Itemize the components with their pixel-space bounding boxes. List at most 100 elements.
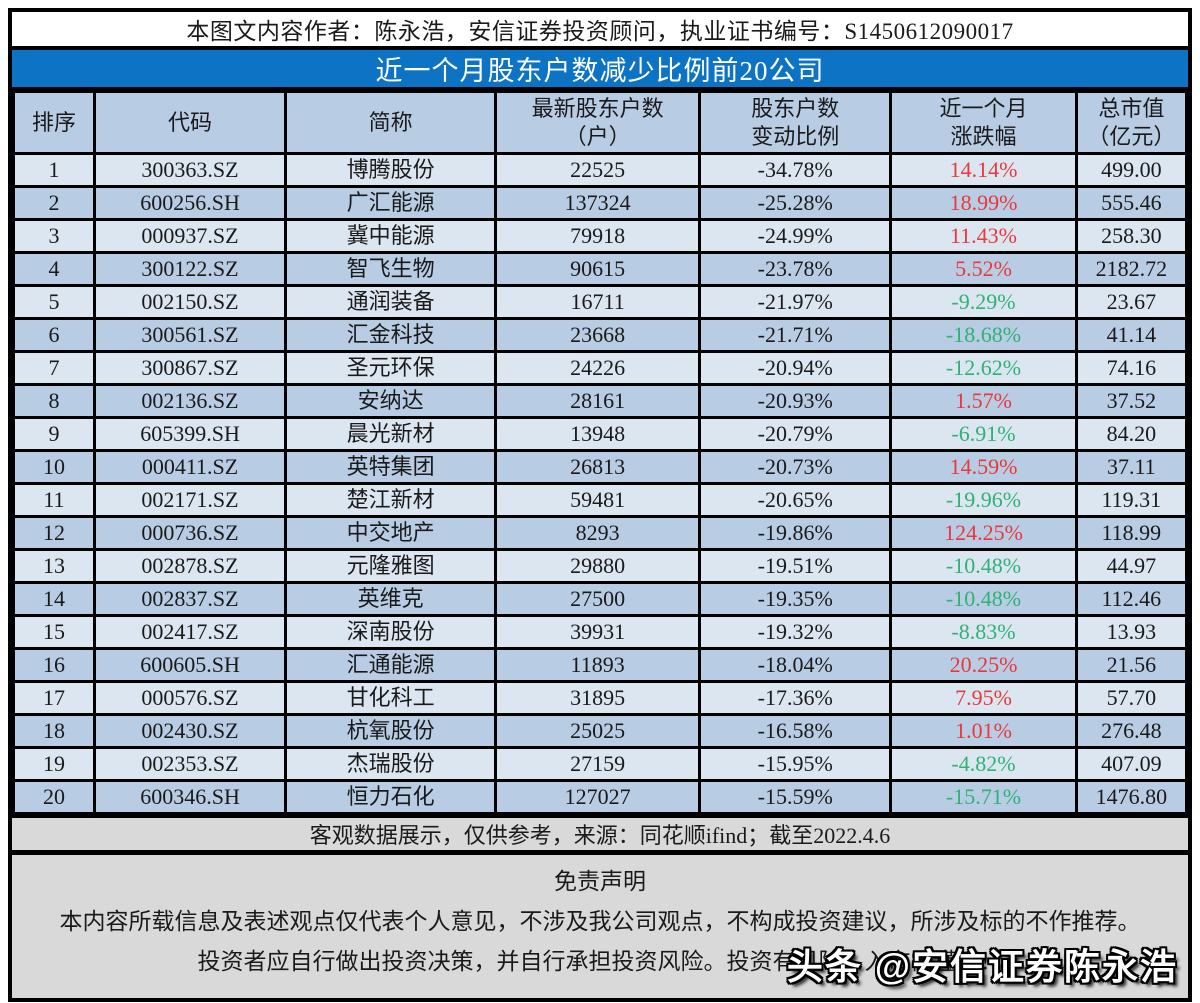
name-cell: 汇金科技 [284,317,498,353]
change-ratio-cell: -18.04% [698,647,893,683]
change-ratio-cell: -20.73% [698,449,893,485]
holders-cell: 16711 [494,284,702,320]
name-cell: 深南股份 [284,614,498,650]
table-row: 7 300867.SZ 圣元环保 24226 -20.94% -12.62% 74.16 [12,350,1189,386]
monthly-change-cell: 14.14% [889,152,1078,188]
table-row: 17 000576.SZ 甘化科工 31895 -17.36% 7.95% 57.70 [12,680,1189,716]
monthly-change-cell: 18.99% [889,185,1078,221]
market-cap-cell: 37.52 [1074,383,1189,419]
table-row: 4 300122.SZ 智飞生物 90615 -23.78% 5.52% 2182.72 [12,251,1189,287]
name-cell: 杭氧股份 [284,713,498,749]
rank-cell: 5 [12,284,96,320]
market-cap-cell: 407.09 [1074,746,1189,782]
title-bar: 近一个月股东户数减少比例前20公司 [12,46,1188,90]
name-cell: 元隆雅图 [284,548,498,584]
change-ratio-cell: -20.94% [698,350,893,386]
market-cap-cell: 1476.80 [1074,779,1189,815]
name-cell: 英特集团 [284,449,498,485]
holders-cell: 8293 [494,515,702,551]
shareholder-decrease-table: 排序 代码 简称 最新股东户数 （户） 股东户数 变动比例 近一个月 涨跌幅 总… [12,90,1189,815]
code-cell: 002150.SZ [92,284,288,320]
monthly-change-cell: -12.62% [889,350,1078,386]
author-line: 本图文内容作者：陈永浩，安信证券投资顾问，执业证书编号：S14506120900… [186,19,1014,44]
table-row: 3 000937.SZ 冀中能源 79918 -24.99% 11.43% 258.30 [12,218,1189,254]
holders-cell: 137324 [494,185,702,221]
code-cell: 002878.SZ [92,548,288,584]
holders-cell: 28161 [494,383,702,419]
change-ratio-cell: -17.36% [698,680,893,716]
name-cell: 博腾股份 [284,152,498,188]
holders-cell: 27500 [494,581,702,617]
market-cap-cell: 112.46 [1074,581,1189,617]
name-cell: 广汇能源 [284,185,498,221]
holders-cell: 26813 [494,449,702,485]
change-ratio-cell: -19.35% [698,581,893,617]
change-ratio-cell: -20.65% [698,482,893,518]
rank-cell: 12 [12,515,96,551]
rank-cell: 16 [12,647,96,683]
monthly-change-cell: -9.29% [889,284,1078,320]
table-header-row: 排序 代码 简称 最新股东户数 （户） 股东户数 变动比例 近一个月 涨跌幅 总… [12,90,1189,155]
rank-cell: 17 [12,680,96,716]
monthly-change-cell: 20.25% [889,647,1078,683]
code-cell: 002171.SZ [92,482,288,518]
table-row: 8 002136.SZ 安纳达 28161 -20.93% 1.57% 37.52 [12,383,1189,419]
name-cell: 圣元环保 [284,350,498,386]
code-cell: 002353.SZ [92,746,288,782]
holders-cell: 79918 [494,218,702,254]
change-ratio-cell: -34.78% [698,152,893,188]
source-line: 客观数据展示，仅供参考，来源：同花顺ifind；截至2022.4.6 [309,823,891,848]
rank-cell: 9 [12,416,96,452]
name-cell: 甘化科工 [284,680,498,716]
holders-cell: 31895 [494,680,702,716]
col-header-market-cap: 总市值 （亿元） [1074,90,1189,155]
holders-cell: 27159 [494,746,702,782]
rank-cell: 8 [12,383,96,419]
name-cell: 杰瑞股份 [284,746,498,782]
code-cell: 605399.SH [92,416,288,452]
rank-cell: 14 [12,581,96,617]
change-ratio-cell: -15.95% [698,746,893,782]
monthly-change-cell: -4.82% [889,746,1078,782]
rank-cell: 3 [12,218,96,254]
monthly-change-cell: 7.95% [889,680,1078,716]
change-ratio-cell: -25.28% [698,185,893,221]
change-ratio-cell: -16.58% [698,713,893,749]
disclaimer-line1: 本内容所载信息及表述观点仅代表个人意见，不涉及我公司观点，不构成投资建议，所涉及… [59,909,1141,934]
holders-cell: 59481 [494,482,702,518]
code-cell: 600605.SH [92,647,288,683]
code-cell: 300561.SZ [92,317,288,353]
rank-cell: 20 [12,779,96,815]
market-cap-cell: 258.30 [1074,218,1189,254]
name-cell: 安纳达 [284,383,498,419]
holders-cell: 29880 [494,548,702,584]
table-row: 2 600256.SH 广汇能源 137324 -25.28% 18.99% 555.46 [12,185,1189,221]
change-ratio-cell: -20.93% [698,383,893,419]
holders-cell: 25025 [494,713,702,749]
rank-cell: 6 [12,317,96,353]
market-cap-cell: 2182.72 [1074,251,1189,287]
page-title: 近一个月股东户数减少比例前20公司 [375,56,825,86]
col-header-change-ratio: 股东户数 变动比例 [698,90,893,155]
code-cell: 002837.SZ [92,581,288,617]
code-cell: 000576.SZ [92,680,288,716]
code-cell: 600346.SH [92,779,288,815]
change-ratio-cell: -24.99% [698,218,893,254]
market-cap-cell: 118.99 [1074,515,1189,551]
table-row: 9 605399.SH 晨光新材 13948 -20.79% -6.91% 84.20 [12,416,1189,452]
name-cell: 冀中能源 [284,218,498,254]
market-cap-cell: 276.48 [1074,713,1189,749]
holders-cell: 127027 [494,779,702,815]
change-ratio-cell: -19.32% [698,614,893,650]
name-cell: 楚江新材 [284,482,498,518]
table-body: 1 300363.SZ 博腾股份 22525 -34.78% 14.14% 499.00 2 6… [12,152,1189,815]
rank-cell: 13 [12,548,96,584]
change-ratio-cell: -23.78% [698,251,893,287]
code-cell: 300122.SZ [92,251,288,287]
market-cap-cell: 499.00 [1074,152,1189,188]
col-header-holders: 最新股东户数 （户） [494,90,702,155]
name-cell: 智飞生物 [284,251,498,287]
monthly-change-cell: 14.59% [889,449,1078,485]
holders-cell: 13948 [494,416,702,452]
code-cell: 002417.SZ [92,614,288,650]
